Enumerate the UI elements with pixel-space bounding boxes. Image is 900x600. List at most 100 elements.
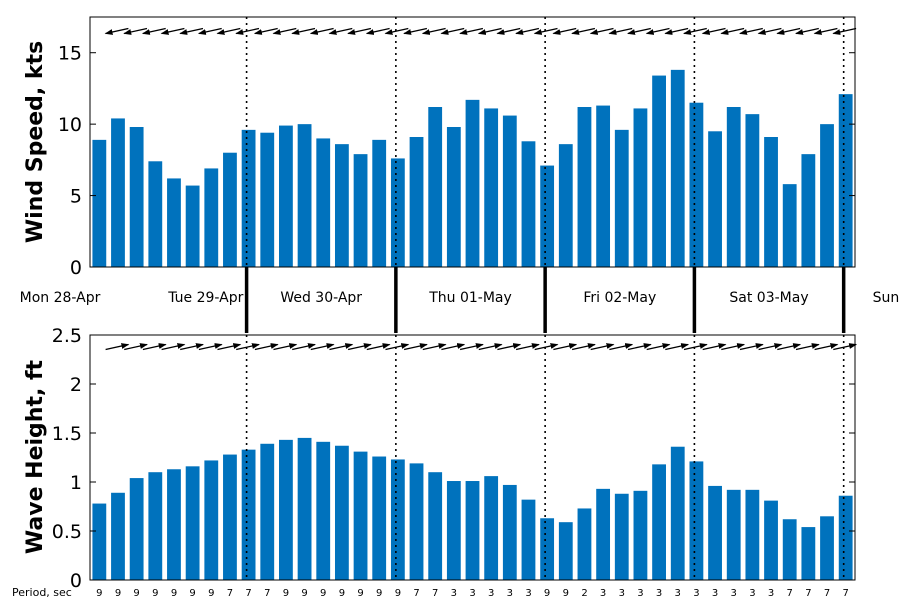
period-value: 9 — [208, 588, 214, 599]
bar — [334, 144, 349, 267]
period-value: 9 — [395, 588, 401, 599]
wave-direction-arrow — [777, 343, 802, 351]
day-labels-band: Mon 28-Apr Tue 29-Apr Wed 30-Apr Thu 01-May… — [20, 267, 899, 333]
bar — [279, 439, 293, 580]
bar — [801, 154, 816, 267]
period-value: 3 — [768, 588, 774, 599]
bar — [129, 127, 144, 267]
wave-direction-arrow — [683, 343, 708, 351]
wave-direction-arrow — [814, 343, 839, 351]
bar — [838, 495, 853, 580]
period-value: 3 — [619, 588, 625, 599]
bar — [167, 178, 181, 267]
wave-height-panel: 0 0.5 1 1.5 2 2.5 9 9 9 9 9 9 9 7 7 7 9 9 9 9 9 9 9 7 7 3 3 3 3 3 9 9 2 3… — [52, 325, 858, 599]
wave-direction-arrow — [721, 343, 746, 351]
wind-y-axis-title: Wind Speed, kts — [23, 41, 48, 243]
wave-direction-arrow — [105, 343, 130, 351]
period-value: 7 — [413, 588, 419, 599]
wave-direction-arrow — [702, 343, 727, 351]
bar — [614, 493, 629, 580]
period-value: 3 — [712, 588, 718, 599]
wave-direction-arrow — [236, 343, 260, 351]
period-value: 9 — [563, 588, 569, 599]
day-label: Mon 28-Apr — [20, 290, 101, 306]
bar — [167, 469, 181, 580]
period-value: 3 — [507, 588, 513, 599]
bar — [316, 441, 331, 580]
period-value: 9 — [133, 588, 139, 599]
wave-direction-arrow — [665, 343, 690, 351]
wave-direction-arrow — [180, 343, 204, 351]
bar — [279, 125, 293, 267]
period-value: 3 — [451, 588, 457, 599]
bar — [148, 472, 163, 580]
bar — [148, 161, 163, 267]
bar — [409, 137, 424, 267]
bar — [745, 114, 760, 267]
bar — [390, 158, 405, 267]
period-value: 3 — [749, 588, 755, 599]
wave-direction-arrow — [366, 343, 391, 351]
wave-direction-arrow — [627, 343, 652, 351]
wave-direction-arrow — [459, 343, 484, 351]
bar — [708, 485, 722, 580]
wave-direction-arrow — [758, 343, 783, 351]
period-value: 7 — [245, 588, 251, 599]
bar — [782, 184, 797, 267]
period-value: 3 — [488, 588, 494, 599]
bar — [764, 137, 778, 267]
bar — [297, 437, 312, 580]
bar — [204, 460, 219, 580]
bar — [633, 108, 648, 268]
wave-direction-arrow — [646, 343, 671, 351]
bar — [726, 107, 741, 267]
bar — [689, 102, 704, 268]
y-tick-label: 2 — [70, 374, 82, 396]
bar — [185, 466, 200, 580]
period-value: 7 — [227, 588, 233, 599]
bar — [540, 518, 555, 580]
bar — [782, 519, 797, 580]
period-value: 7 — [264, 588, 270, 599]
period-value: 3 — [600, 588, 606, 599]
bar — [111, 118, 125, 268]
period-value: 3 — [469, 588, 475, 599]
bar — [372, 139, 387, 267]
y-tick-label: 1 — [70, 472, 82, 494]
day-label: Wed 30-Apr — [280, 290, 362, 306]
wind-speed-panel: 0 5 10 15 — [58, 16, 857, 279]
wave-direction-arrow — [739, 343, 764, 351]
bar — [820, 516, 834, 580]
bar — [614, 129, 629, 267]
bar — [223, 454, 237, 580]
period-value: 9 — [189, 588, 195, 599]
wave-direction-arrow — [497, 343, 522, 351]
bar — [204, 168, 219, 267]
wave-direction-arrow — [292, 343, 316, 351]
bar — [764, 500, 778, 580]
bar — [558, 522, 573, 580]
wave-direction-arrow — [590, 343, 615, 351]
period-label: Period, sec — [12, 586, 72, 599]
bar — [484, 476, 499, 580]
wave-direction-arrow — [217, 343, 242, 351]
period-value: 7 — [805, 588, 811, 599]
bar — [111, 492, 125, 580]
period-value: 9 — [171, 588, 177, 599]
bar — [521, 141, 536, 267]
plot-frame — [89, 16, 856, 268]
wave-direction-arrow — [422, 343, 447, 351]
period-value: 7 — [843, 588, 849, 599]
bar — [241, 129, 256, 267]
bar — [652, 75, 666, 267]
day-label: Thu 01-May — [428, 290, 512, 306]
bar — [689, 461, 704, 580]
bar — [577, 508, 592, 580]
bar — [428, 107, 443, 267]
period-value: 9 — [301, 588, 307, 599]
bar — [372, 456, 387, 580]
wave-direction-arrow — [534, 343, 559, 351]
day-label: Tue 29-Apr — [167, 290, 243, 306]
bar — [409, 463, 424, 580]
bar — [801, 527, 816, 580]
